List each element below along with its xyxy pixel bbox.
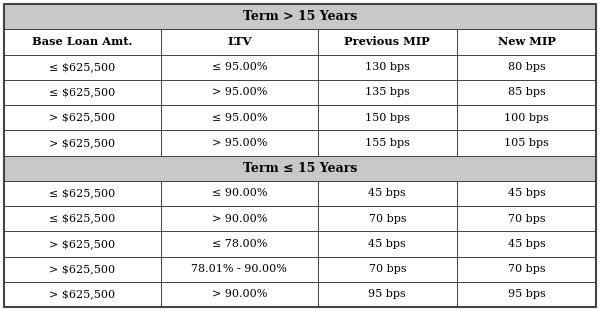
Text: ≤ $625,500: ≤ $625,500 (49, 214, 116, 224)
Text: > 90.00%: > 90.00% (212, 214, 267, 224)
Text: Term > 15 Years: Term > 15 Years (243, 10, 357, 23)
Bar (318, 181, 457, 206)
Bar (4, 130, 161, 156)
Bar (161, 54, 318, 80)
Bar (318, 80, 457, 105)
Bar (161, 105, 318, 130)
Bar (161, 181, 318, 206)
Bar (457, 181, 596, 206)
Text: 155 bps: 155 bps (365, 138, 410, 148)
Text: 45 bps: 45 bps (508, 188, 545, 198)
Bar (4, 231, 161, 257)
Text: 100 bps: 100 bps (504, 113, 549, 123)
Text: 45 bps: 45 bps (368, 188, 406, 198)
Bar (457, 105, 596, 130)
Bar (4, 257, 161, 282)
Bar (318, 29, 457, 54)
Bar (457, 282, 596, 307)
Text: > $625,500: > $625,500 (49, 239, 116, 249)
Bar (4, 206, 161, 231)
Bar (318, 206, 457, 231)
Text: ≤ $625,500: ≤ $625,500 (49, 87, 116, 97)
Text: > $625,500: > $625,500 (49, 289, 116, 299)
Text: LTV: LTV (227, 36, 251, 47)
Text: 150 bps: 150 bps (365, 113, 410, 123)
Text: 45 bps: 45 bps (508, 239, 545, 249)
Bar (4, 181, 161, 206)
Text: ≤ 95.00%: ≤ 95.00% (212, 62, 267, 72)
Bar (457, 130, 596, 156)
Bar (161, 282, 318, 307)
Text: 70 bps: 70 bps (368, 264, 406, 274)
Bar (161, 231, 318, 257)
Bar (4, 54, 161, 80)
Text: > 95.00%: > 95.00% (212, 138, 267, 148)
Bar (457, 29, 596, 54)
Text: > 95.00%: > 95.00% (212, 87, 267, 97)
Text: 78.01% - 90.00%: 78.01% - 90.00% (191, 264, 287, 274)
Bar (4, 4, 596, 29)
Text: Term ≤ 15 Years: Term ≤ 15 Years (243, 162, 357, 174)
Text: > 90.00%: > 90.00% (212, 289, 267, 299)
Text: 105 bps: 105 bps (504, 138, 549, 148)
Text: ≤ $625,500: ≤ $625,500 (49, 188, 116, 198)
Bar (4, 282, 161, 307)
Bar (457, 54, 596, 80)
Bar (161, 29, 318, 54)
Bar (457, 231, 596, 257)
Bar (4, 105, 161, 130)
Text: ≤ 95.00%: ≤ 95.00% (212, 113, 267, 123)
Text: Previous MIP: Previous MIP (344, 36, 430, 47)
Text: 80 bps: 80 bps (508, 62, 545, 72)
Text: 70 bps: 70 bps (368, 214, 406, 224)
Bar (318, 105, 457, 130)
Text: 70 bps: 70 bps (508, 214, 545, 224)
Text: > $625,500: > $625,500 (49, 113, 116, 123)
Bar (161, 130, 318, 156)
Bar (318, 130, 457, 156)
Bar (318, 231, 457, 257)
Bar (457, 80, 596, 105)
Text: ≤ 78.00%: ≤ 78.00% (212, 239, 267, 249)
Bar (161, 80, 318, 105)
Bar (318, 282, 457, 307)
Text: ≤ $625,500: ≤ $625,500 (49, 62, 116, 72)
Text: 95 bps: 95 bps (368, 289, 406, 299)
Text: New MIP: New MIP (497, 36, 556, 47)
Bar (161, 257, 318, 282)
Bar (457, 257, 596, 282)
Bar (4, 156, 596, 181)
Text: > $625,500: > $625,500 (49, 264, 116, 274)
Bar (4, 80, 161, 105)
Text: 135 bps: 135 bps (365, 87, 410, 97)
Text: 45 bps: 45 bps (368, 239, 406, 249)
Bar (161, 206, 318, 231)
Text: Base Loan Amt.: Base Loan Amt. (32, 36, 133, 47)
Text: 85 bps: 85 bps (508, 87, 545, 97)
Text: 130 bps: 130 bps (365, 62, 410, 72)
Text: 70 bps: 70 bps (508, 264, 545, 274)
Text: > $625,500: > $625,500 (49, 138, 116, 148)
Text: ≤ 90.00%: ≤ 90.00% (212, 188, 267, 198)
Text: 95 bps: 95 bps (508, 289, 545, 299)
Bar (318, 257, 457, 282)
Bar (457, 206, 596, 231)
Bar (318, 54, 457, 80)
Bar (4, 29, 161, 54)
